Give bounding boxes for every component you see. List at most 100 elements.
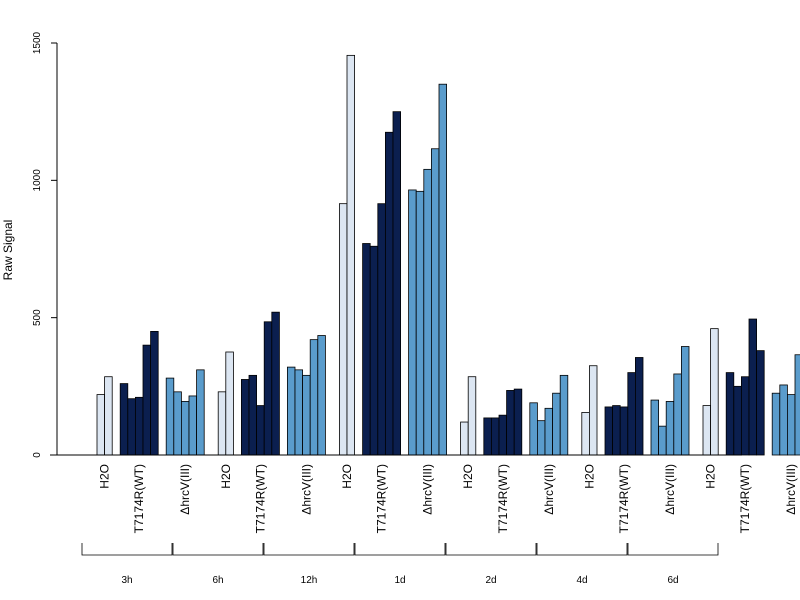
- bar: [537, 420, 546, 456]
- bar: [180, 401, 190, 456]
- bar: [286, 366, 296, 456]
- category-label: T7174R(WT): [617, 464, 631, 533]
- timepoint-label: 1d: [394, 575, 405, 586]
- timepoint-label: 4d: [576, 575, 587, 586]
- bar: [256, 405, 265, 456]
- bar: [119, 383, 129, 456]
- timepoint-label: 6d: [667, 575, 678, 586]
- bar: [635, 357, 644, 456]
- bar: [104, 376, 113, 456]
- timepoint-bracket: [81, 543, 173, 556]
- bar: [589, 365, 598, 456]
- y-axis: 0 500 1000 1500: [32, 31, 58, 458]
- bars: [96, 54, 800, 456]
- bar: [702, 405, 711, 456]
- category-label: H2O: [219, 464, 233, 489]
- bar: [483, 417, 492, 456]
- bar: [415, 190, 425, 456]
- timepoint-label: 12h: [301, 575, 318, 586]
- bar: [225, 351, 234, 456]
- bar: [134, 396, 144, 456]
- bar: [309, 339, 319, 456]
- timepoint-bracket: [536, 543, 628, 556]
- bar: [612, 405, 621, 456]
- timepoint-bracket: [354, 543, 446, 556]
- category-labels: H2O T7174R(WT) ΔhrcV(III) H2O T7174R(WT) Δhrc…: [98, 464, 799, 533]
- bar: [271, 311, 280, 456]
- category-label: T7174R(WT): [253, 464, 267, 533]
- bar: [127, 398, 136, 456]
- bar: [467, 376, 477, 456]
- bar: [513, 388, 523, 456]
- bar: [142, 344, 151, 456]
- bar: [430, 148, 440, 456]
- bar: [529, 402, 538, 456]
- y-tick-label: 0: [32, 452, 43, 458]
- bar: [248, 374, 257, 456]
- category-label: ΔhrcV(III): [178, 464, 192, 515]
- bar: [733, 385, 742, 456]
- bar: [438, 83, 447, 456]
- bar: [302, 374, 311, 456]
- bar: [150, 330, 159, 456]
- timepoint-label: 6h: [212, 575, 223, 586]
- timepoint-bracket: [172, 543, 264, 556]
- bar: [196, 369, 205, 456]
- category-label: ΔhrcV(III): [663, 464, 677, 515]
- bar: [771, 392, 781, 456]
- bar: [619, 406, 629, 456]
- timepoint-label: 3h: [121, 575, 132, 586]
- category-label: H2O: [704, 464, 718, 489]
- bar: [384, 131, 394, 456]
- bar: [673, 373, 682, 456]
- bar: [658, 425, 667, 456]
- bar: [338, 203, 348, 456]
- bar: [408, 189, 417, 456]
- category-label: H2O: [98, 464, 112, 489]
- bar: [490, 417, 500, 456]
- category-label: ΔhrcV(III): [299, 464, 313, 515]
- bar: [460, 421, 469, 456]
- bar: [362, 243, 371, 456]
- bar: [559, 374, 569, 456]
- bar: [756, 350, 765, 456]
- bar: [294, 369, 303, 456]
- category-label: ΔhrcV(III): [421, 464, 435, 515]
- bar: [240, 379, 250, 456]
- bar: [317, 335, 326, 456]
- bar: [681, 346, 690, 456]
- timepoint-bracket: [263, 543, 355, 556]
- y-tick-label: 500: [32, 309, 43, 326]
- bar: [779, 384, 788, 456]
- bar: [377, 203, 386, 456]
- y-tick-label: 1500: [32, 31, 43, 54]
- category-label: T7174R(WT): [738, 464, 752, 533]
- category-label: H2O: [340, 464, 354, 489]
- bar: [173, 391, 182, 456]
- bar: [665, 401, 675, 456]
- bar: [787, 394, 796, 456]
- timepoint-bracket: [445, 543, 537, 556]
- timepoint-label: 2d: [485, 575, 496, 586]
- bar: [650, 399, 659, 456]
- bar: [263, 321, 273, 456]
- timepoint-bracket: [627, 543, 719, 556]
- bar: [96, 394, 105, 456]
- bar: [392, 111, 401, 456]
- bar: [423, 168, 432, 456]
- bar: [794, 354, 800, 456]
- category-label: T7174R(WT): [496, 464, 510, 533]
- category-label: ΔhrcV(III): [784, 464, 798, 515]
- bar: [581, 412, 590, 456]
- y-tick-label: 1000: [32, 169, 43, 192]
- category-label: T7174R(WT): [132, 464, 146, 533]
- bar: [498, 414, 507, 456]
- bar: [627, 372, 636, 456]
- bar: [188, 395, 197, 456]
- category-label: H2O: [461, 464, 475, 489]
- category-label: H2O: [582, 464, 596, 489]
- bar: [710, 328, 719, 456]
- bar: [604, 406, 613, 456]
- bar: [741, 376, 750, 456]
